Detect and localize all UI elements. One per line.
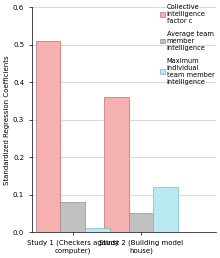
Legend: Collective
intelligence
factor c, Average team
member
intelligence, Maximum
indi: Collective intelligence factor c, Averag… [160, 4, 215, 85]
Bar [129, 213, 153, 232]
Bar [104, 97, 129, 232]
Bar [85, 228, 110, 232]
Bar [153, 187, 178, 232]
Y-axis label: Standardized Regression Coefficients: Standardized Regression Coefficients [4, 55, 10, 185]
Bar [36, 41, 60, 232]
Bar [61, 202, 85, 232]
